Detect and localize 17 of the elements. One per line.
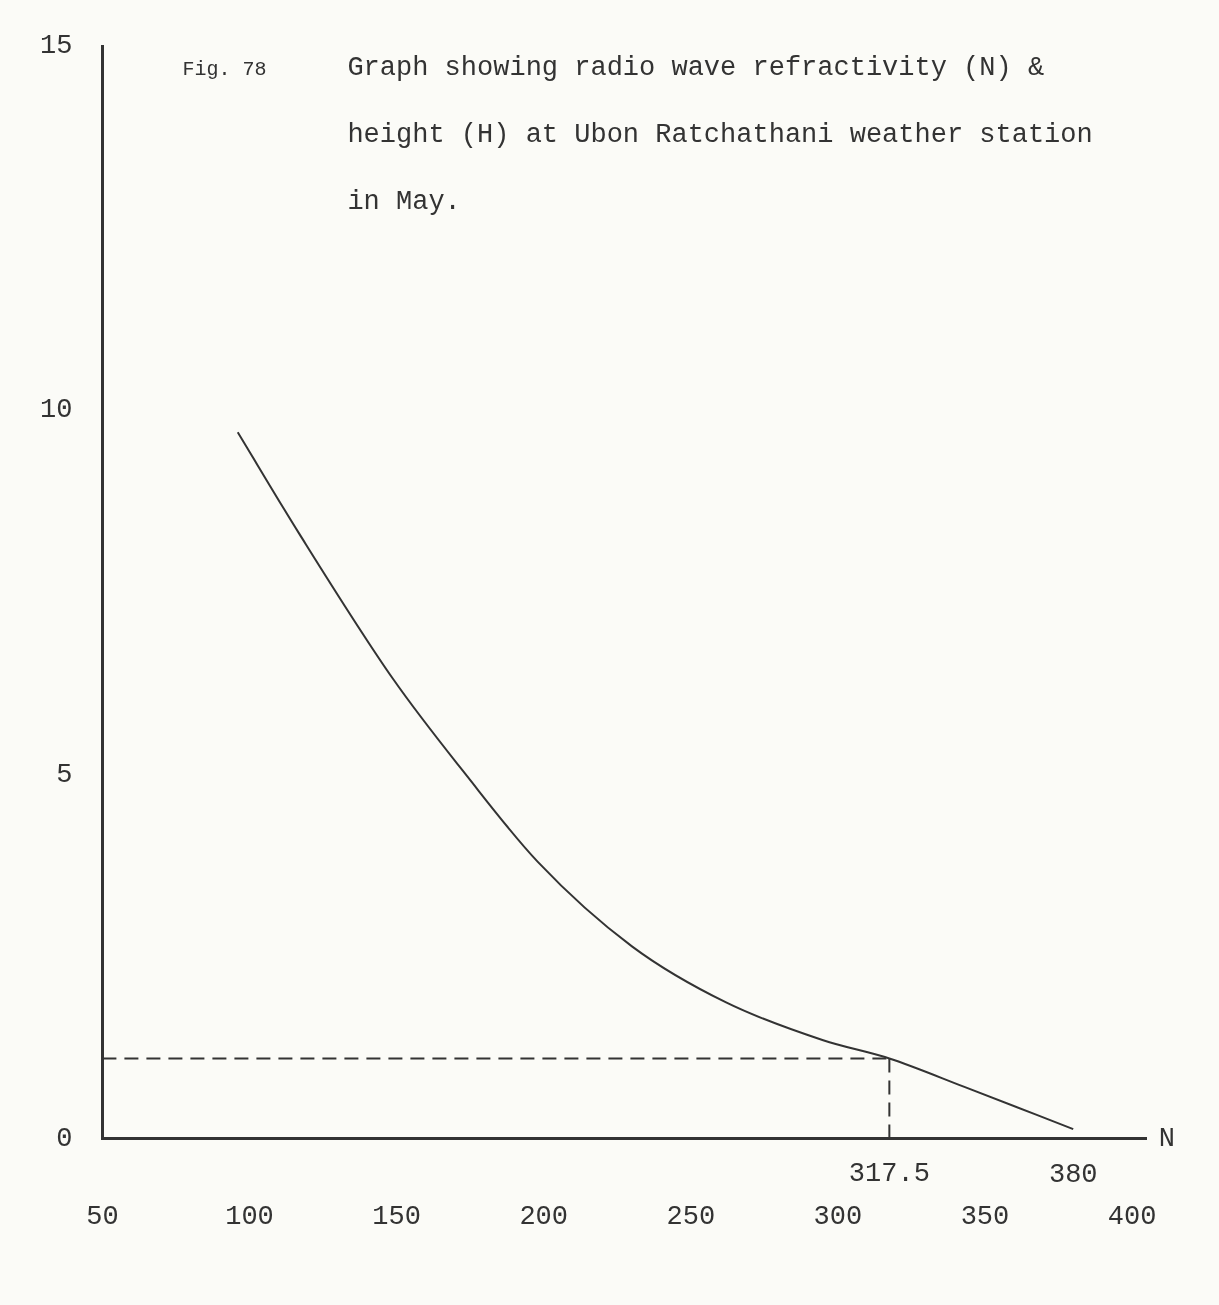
x-tick-label: 250 [666,1201,716,1232]
y-tick-label: 0 [56,1123,73,1154]
annotation: Fig. 78 [182,58,267,82]
chart-title: Graph showing radio wave refractivity (N) & height (H) at Ubon Ratchathani weather station in May. [347,52,1093,217]
x-tick-label: 400 [1107,1201,1157,1232]
x-tick-label: 50 [86,1201,119,1232]
x-tick-label: 200 [519,1201,568,1232]
y-tick-label: 10 [40,395,73,426]
x-tick-label: 150 [372,1201,421,1232]
x-tick-label: 350 [960,1201,1010,1232]
x-axis-title: N [1158,1123,1175,1154]
ref-line-label: 317.5 [848,1159,930,1190]
annotation: 380 [1048,1159,1098,1190]
y-tick-label: 15 [40,31,73,62]
y-tick-label: 5 [56,759,73,790]
x-tick-label: 300 [813,1201,863,1232]
x-tick-label: 100 [225,1201,274,1232]
